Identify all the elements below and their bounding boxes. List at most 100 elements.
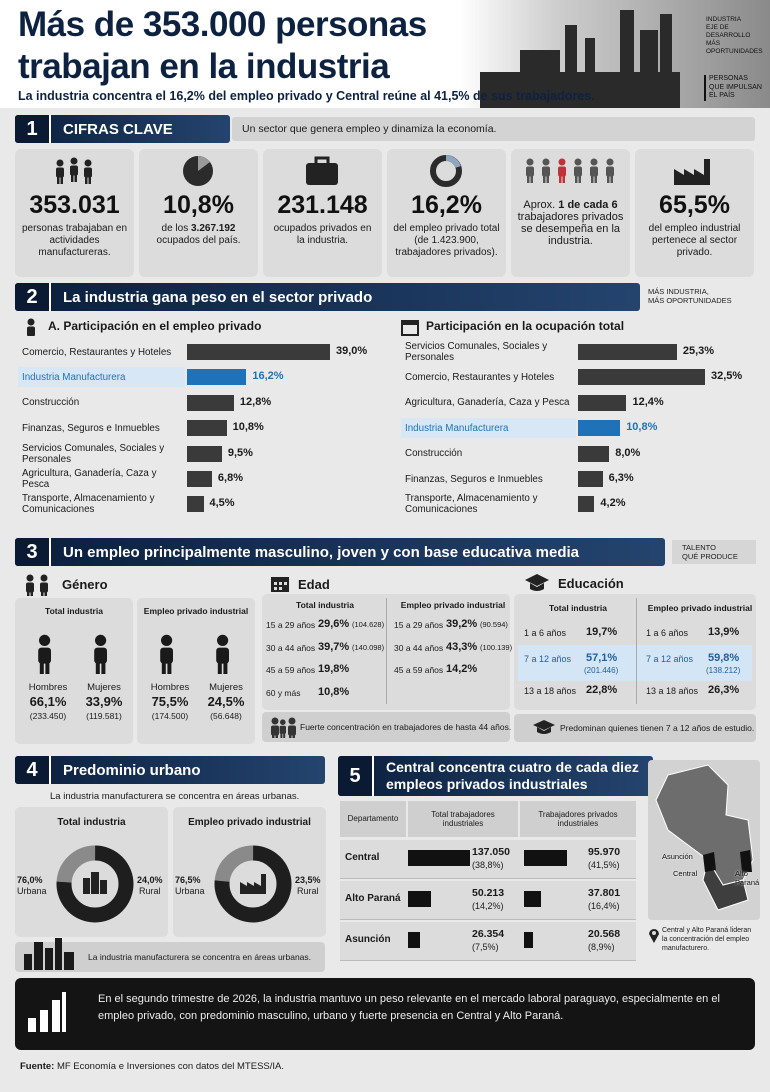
chart-icon-svg: [27, 318, 35, 343]
tag-line: QUE IMPULSAN: [709, 83, 762, 91]
row-pct: 10,8%: [318, 685, 350, 698]
stat-value: 16,2%: [411, 191, 482, 219]
stat-text-part: ocupados privados en la industria.: [273, 223, 372, 246]
card-icon: [420, 155, 472, 192]
row-count: (140.098): [352, 642, 385, 652]
person-icon-svg: [38, 634, 51, 674]
section-title: Un empleo principalmente masculino, jove…: [63, 543, 579, 561]
gender-pct: 24,5%: [207, 694, 245, 709]
bar: [187, 420, 227, 437]
cell-value: 95.970: [588, 846, 621, 858]
section-header: 5 Central concentra cuatro de cada diez e…: [338, 756, 653, 796]
stat-card: Aprox. 1 de cada 6 trabajadores privados…: [511, 149, 630, 277]
bar: [408, 891, 431, 907]
section-subtitle: La industria manufacturera se concentra …: [50, 791, 300, 802]
tag-line: PERSONAS: [709, 75, 748, 82]
tag-line: DESARROLLO: [706, 32, 751, 39]
panel-title: Total industria: [296, 600, 354, 610]
note-text: Predominan quienes tienen 7 a 12 años de…: [560, 723, 755, 733]
gender-icon-svg: [26, 574, 48, 599]
card-icon: [172, 155, 224, 192]
urban-name: Urbana: [17, 886, 47, 896]
urban-pct: 76,5%: [175, 875, 201, 885]
rural-pct: 23,5%: [295, 875, 321, 885]
row-label: 7 a 12 años: [524, 654, 572, 664]
person-icon-svg: [94, 634, 107, 674]
row-pct: 39,7%: [318, 640, 350, 653]
section-header: 2 La industria gana peso en el sector pri…: [15, 283, 640, 311]
bar: [187, 471, 212, 487]
stat-text: Aprox. 1 de cada 6 trabajadores privados…: [517, 199, 624, 247]
section-title: Central concentra cuatro de cada diez em…: [386, 759, 639, 792]
category-label: Transporte, Almacenamiento y Comunicacio…: [405, 493, 538, 516]
stat-value: 10,8%: [163, 191, 234, 219]
donut-rural: [214, 845, 292, 923]
panel-title: Empleo privado industrial: [188, 817, 311, 828]
row-label: 7 a 12 años: [646, 654, 694, 664]
section-number: 1: [15, 115, 51, 143]
category-label: Finanzas, Seguros e Inmuebles: [405, 473, 543, 485]
source: Fuente: MF Economía e Inversiones con da…: [20, 1061, 284, 1072]
donut-icon: [240, 874, 266, 894]
highlight-band: [18, 367, 185, 388]
stat-text: del empleo privado total (de 1.423.900, …: [393, 223, 500, 259]
age-icon-svg: [271, 577, 289, 592]
bar: [187, 344, 330, 360]
row-pct: 26,3%: [708, 684, 740, 696]
gender-pct: 33,9%: [85, 694, 123, 709]
bar: [578, 471, 603, 487]
stat-card: 10,8% de los 3.267.192 ocupados del país.: [139, 149, 258, 277]
row-label: 13 a 18 años: [646, 686, 699, 696]
chart-icon: [22, 318, 42, 343]
chart-title: A. Participación en el empleo privado: [48, 319, 262, 333]
stat-text: del empleo industrial pertenece al secto…: [641, 223, 748, 259]
stat-value: 353.031: [29, 191, 120, 219]
value-label: 32,5%: [711, 370, 743, 383]
bar: [578, 496, 595, 513]
title-line: trabajan en la industria: [18, 47, 390, 86]
category-label: Transporte, Almacenamiento y Comunicacio…: [22, 493, 155, 516]
note-icon-svg: [24, 938, 74, 970]
row-count: (100.139): [480, 642, 513, 652]
note-icon-svg: [271, 717, 296, 742]
row-count: (201.446): [584, 666, 619, 675]
card-icon-svg: [674, 159, 710, 185]
card-icon: [524, 155, 620, 192]
value-label: 6,8%: [217, 472, 243, 484]
row-label: 45 a 59 años: [394, 665, 444, 675]
row-count: (104.628): [352, 620, 385, 629]
stat-text: de los 3.267.192 ocupados del país.: [145, 223, 252, 247]
panel: Total industria Hombres 66,1% (233.450) Muje…: [15, 598, 133, 744]
section-tag: MÁS INDUSTRIA, MÁS OPORTUNIDADES: [648, 287, 732, 305]
row-label: 1 a 6 años: [646, 628, 689, 638]
divider: [636, 598, 637, 704]
note-icon: [532, 719, 556, 742]
rural-name: Rural: [139, 886, 161, 896]
gender-icon: [22, 574, 54, 601]
row-pct: 59,8%: [708, 652, 740, 664]
note-text: La industria manufacturera se concentra …: [88, 952, 312, 962]
row-label: 13 a 18 años: [524, 686, 577, 696]
bar: [578, 445, 610, 462]
department: Alto Paraná: [345, 893, 401, 904]
value-label: 8,0%: [615, 446, 641, 459]
note-box: [514, 714, 756, 742]
value-label: 9,5%: [227, 446, 253, 459]
section-header: 1 CIFRAS CLAVE: [15, 115, 230, 143]
cell-share: (41,5%): [588, 860, 620, 870]
education-icon: [524, 573, 550, 598]
stat-value: 65,5%: [659, 191, 730, 219]
bar: [578, 420, 621, 437]
cell-value: 20.568: [588, 928, 621, 940]
bar: [524, 932, 534, 948]
cell-share: (16,4%): [588, 901, 620, 911]
category-label: Agricultura, Ganadería, Caza y Pesca: [22, 468, 157, 490]
note-icon-svg: [533, 720, 555, 734]
urban-pct: 76,0%: [17, 875, 43, 885]
category-label: Comercio, Restaurantes y Hoteles: [22, 346, 172, 358]
row-pct: 14,2%: [446, 663, 478, 675]
panel: Empleo privado industrial Hombres 75,5% (17…: [137, 598, 255, 744]
bar: [408, 932, 420, 948]
chart-icon-svg: [401, 320, 419, 336]
